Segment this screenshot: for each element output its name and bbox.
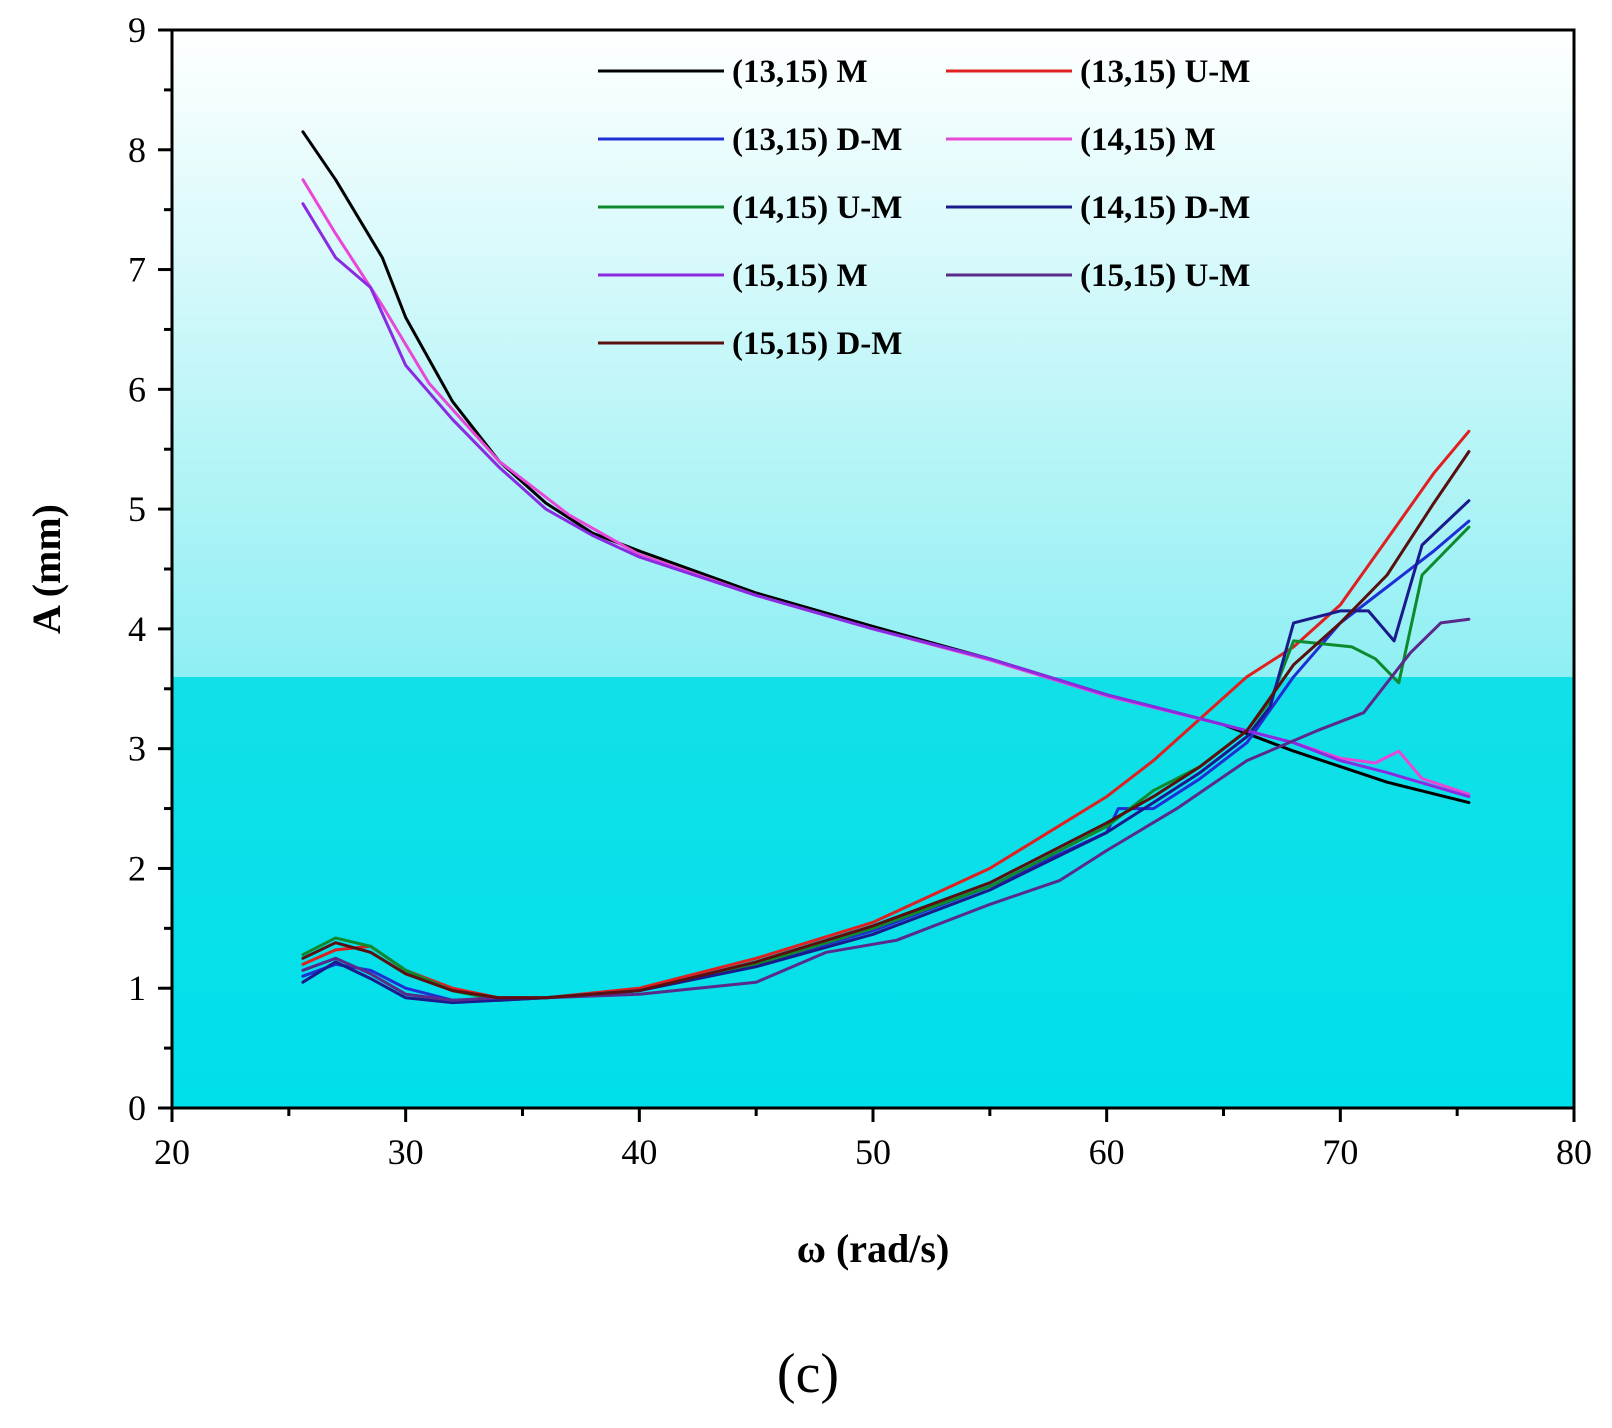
axis-ticks: 20 30 40 50 60 70 80 0 1 2 3 4 5 6 7 8 9 [128,10,1592,1172]
series-line-0 [301,130,1471,805]
y-tick-label: 2 [128,848,146,888]
series-layer [301,130,1471,1005]
y-tick-label: 4 [128,609,146,649]
y-tick-label: 0 [128,1088,146,1128]
figure-caption: (c) [777,1343,839,1405]
y-tick-label: 5 [128,489,146,529]
series-line-8 [301,450,1471,1000]
y-tick-label: 9 [128,10,146,50]
x-tick-label: 20 [154,1132,190,1172]
y-tick-label: 1 [128,968,146,1008]
x-tick-label: 80 [1556,1132,1592,1172]
legend-label-0: (13,15) M [732,54,868,90]
series-line-6 [301,202,1471,799]
legend-label-5: (14,15) D-M [1080,190,1250,226]
y-tick-label: 8 [128,130,146,170]
y-axis-title: A (mm) [24,504,69,634]
x-tick-label: 30 [388,1132,424,1172]
series-line-5 [301,499,1471,1005]
x-tick-label: 40 [621,1132,657,1172]
legend-label-2: (13,15) D-M [732,122,902,158]
y-tick-label: 3 [128,729,146,769]
y-tick-label: 7 [128,250,146,290]
series-line-7 [301,617,1471,1002]
x-tick-label: 60 [1089,1132,1125,1172]
legend-label-7: (15,15) U-M [1080,258,1250,294]
legend-label-3: (14,15) M [1080,122,1216,158]
y-tick-label: 6 [128,369,146,409]
legend-label-8: (15,15) D-M [732,326,902,362]
legend-label-6: (15,15) M [732,258,868,294]
legend-label-1: (13,15) U-M [1080,54,1250,90]
legend-label-4: (14,15) U-M [732,190,902,226]
x-axis-title: ω (rad/s) [797,1226,950,1271]
x-tick-label: 70 [1322,1132,1358,1172]
x-tick-label: 50 [855,1132,891,1172]
legend: (13,15) M (13,15) U-M (13,15) D-M (14,15) M… [598,54,1250,362]
